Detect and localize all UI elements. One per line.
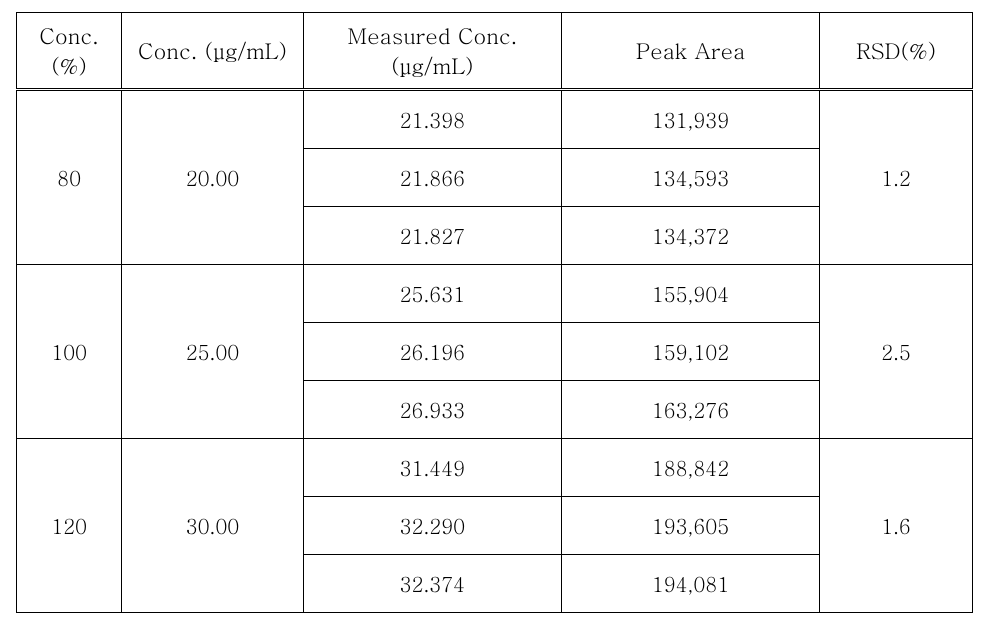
cell-measured-conc: 32.374 — [303, 555, 561, 613]
cell-peak-area: 155,904 — [561, 265, 819, 323]
cell-peak-area: 188,842 — [561, 439, 819, 497]
cell-measured-conc: 31.449 — [303, 439, 561, 497]
col-header-label: Measured Conc. — [310, 21, 555, 51]
table-row: 100 25.00 25.631 155,904 2.5 — [17, 265, 973, 323]
cell-measured-conc: 21.398 — [303, 90, 561, 149]
col-header-conc-pct: Conc. (%) — [17, 13, 122, 90]
cell-peak-area: 159,102 — [561, 323, 819, 381]
col-header-peak-area: Peak Area — [561, 13, 819, 90]
table-header-row: Conc. (%) Conc. (μg/mL) Measured Conc. (… — [17, 13, 973, 90]
cell-peak-area: 193,605 — [561, 497, 819, 555]
cell-conc-ugml: 30.00 — [122, 439, 304, 613]
col-header-label: Peak Area — [636, 35, 745, 66]
cell-measured-conc: 26.933 — [303, 381, 561, 439]
cell-conc-pct: 120 — [17, 439, 122, 613]
cell-measured-conc: 32.290 — [303, 497, 561, 555]
cell-conc-ugml: 25.00 — [122, 265, 304, 439]
cell-peak-area: 131,939 — [561, 90, 819, 149]
col-header-rsd: RSD(%) — [820, 13, 973, 90]
table-row: 80 20.00 21.398 131,939 1.2 — [17, 90, 973, 149]
cell-measured-conc: 26.196 — [303, 323, 561, 381]
col-header-label: Conc. — [23, 21, 115, 51]
cell-measured-conc: 21.827 — [303, 207, 561, 265]
table-row: 120 30.00 31.449 188,842 1.6 — [17, 439, 973, 497]
cell-peak-area: 163,276 — [561, 381, 819, 439]
cell-peak-area: 134,372 — [561, 207, 819, 265]
cell-rsd: 1.6 — [820, 439, 973, 613]
col-header-label: Conc. (μg/mL) — [138, 35, 287, 66]
cell-peak-area: 194,081 — [561, 555, 819, 613]
cell-rsd: 1.2 — [820, 90, 973, 265]
col-header-label: (μg/mL) — [310, 51, 555, 81]
cell-conc-pct: 100 — [17, 265, 122, 439]
precision-table: Conc. (%) Conc. (μg/mL) Measured Conc. (… — [16, 12, 973, 613]
cell-conc-ugml: 20.00 — [122, 90, 304, 265]
cell-conc-pct: 80 — [17, 90, 122, 265]
cell-peak-area: 134,593 — [561, 149, 819, 207]
col-header-label: (%) — [23, 51, 115, 81]
col-header-label: RSD(%) — [856, 35, 936, 66]
col-header-measured-conc: Measured Conc. (μg/mL) — [303, 13, 561, 90]
cell-measured-conc: 21.866 — [303, 149, 561, 207]
col-header-conc-ugml: Conc. (μg/mL) — [122, 13, 304, 90]
cell-measured-conc: 25.631 — [303, 265, 561, 323]
cell-rsd: 2.5 — [820, 265, 973, 439]
